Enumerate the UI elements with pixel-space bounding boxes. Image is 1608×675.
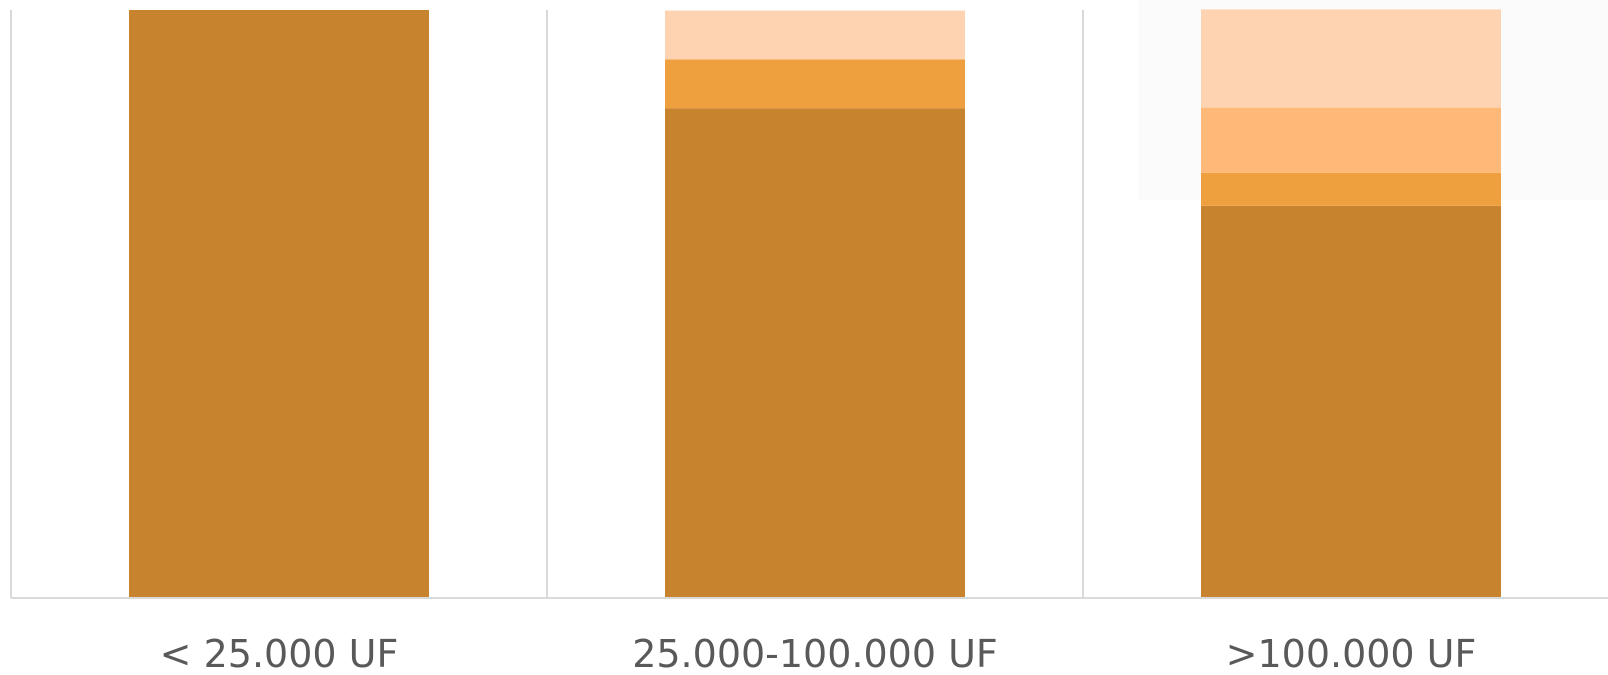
x-tick-label: 25.000-100.000 UF (632, 632, 998, 675)
bar-segment (665, 108, 965, 599)
bar-segment (665, 10, 965, 60)
bars (129, 9, 1501, 599)
bar-segment (1201, 172, 1501, 206)
bar-segment (665, 59, 965, 109)
bar-segment (129, 10, 429, 598)
category-labels: < 25.000 UF 25.000-100.000 UF >100.000 UF (160, 632, 1477, 675)
bar-segment (1201, 205, 1501, 598)
x-tick-label: >100.000 UF (1226, 632, 1477, 675)
bar-segment (1201, 9, 1501, 108)
grid-lines (10, 10, 1084, 598)
bar-segment (1201, 107, 1501, 173)
x-tick-label: < 25.000 UF (160, 632, 399, 675)
